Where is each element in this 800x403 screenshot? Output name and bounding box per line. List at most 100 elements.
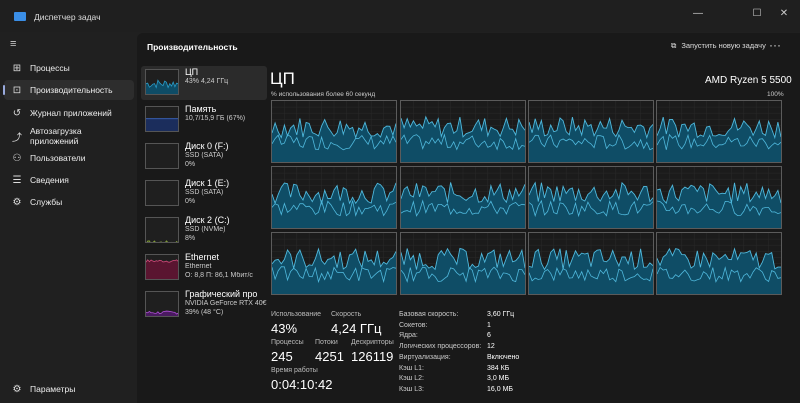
spec-label: Логических процессоров: [399,343,482,351]
users-icon: ⚇ [12,152,22,164]
handles-value: 126119 [351,349,394,364]
usage-label: Использование [271,311,322,318]
sidebar-item-processes[interactable]: ⊞ Процессы [4,58,134,78]
usage-line [528,116,654,140]
spec-value: 16,0 МБ [487,385,513,393]
title-bar: Диспетчер задач — ☐ ✕ [0,0,800,32]
page-title: Производительность [147,42,238,52]
sidebar-item-users[interactable]: ⚇ Пользователи [4,148,134,168]
spec-value: Включено [487,353,520,361]
logical-processor-graph [528,166,654,229]
device-detail: SSD (NVMe) [185,226,226,233]
device-detail-2: О: 8,8 П: 86,1 Мбит/с [185,272,253,279]
new-task-button[interactable]: ⧉ Запустить новую задачу [671,41,766,51]
spec-label: Ядра: [399,332,418,340]
device-item[interactable]: Диск 1 (E:) SSD (SATA) 0% [141,177,267,211]
device-thumbnail-graph [145,217,179,243]
logical-processor-graph [400,166,526,229]
usage-area [529,248,653,294]
kernel-line [656,133,782,150]
services-icon: ⚙ [12,196,22,208]
logical-processor-graph [271,100,397,163]
spec-label: Кэш L2: [399,375,424,383]
usage-line [656,116,782,140]
device-name: ЦП [185,67,199,77]
new-task-icon: ⧉ [671,41,677,50]
usage-value: 43% [271,321,298,336]
device-item[interactable]: Диск 0 (F:) SSD (SATA) 0% [141,140,267,174]
usage-area [272,249,396,294]
processes-value: 245 [271,349,293,364]
device-thumbnail-graph [145,180,179,206]
device-name: Память [185,104,217,114]
device-detail: 10,7/15,9 ГБ (67%) [185,115,246,122]
device-detail: NVIDIA GeForce RTX 40€ [185,300,267,307]
device-name: Диск 0 (F:) [185,141,229,151]
kernel-line [528,133,654,151]
device-detail-2: 8% [185,235,196,242]
minimize-button[interactable]: — [693,8,703,19]
device-detail: SSD (SATA) [185,152,224,159]
usage-line [528,181,654,203]
graph-max-label: 100% [767,91,784,98]
sidebar-item-label: Службы [30,197,63,207]
maximize-button[interactable]: ☐ [752,8,762,19]
sidebar-item-details[interactable]: ☰ Сведения [4,170,134,190]
device-detail-2: 39% (48 °C) [185,309,224,316]
usage-line [400,115,526,139]
spec-value: 1 [487,321,491,329]
logical-processor-graph [271,232,397,295]
usage-line [271,118,397,139]
speed-value: 4,24 ГГц [331,321,382,336]
usage-line [400,247,526,271]
device-detail-2: 0% [185,161,196,168]
more-options-button[interactable]: ··· [769,38,781,52]
spec-label: Базовая скорость: [399,311,459,318]
usage-line [656,182,782,205]
sidebar: ≡ ⊞ Процессы ⊡ Производительность ↺ Журнал пр… [0,32,137,403]
usage-area [272,118,396,162]
device-item[interactable]: Графический про NVIDIA GeForce RTX 40€ 3… [141,288,267,322]
device-item[interactable]: Память 10,7/15,9 ГБ (67%) [141,103,267,137]
device-item[interactable]: Диск 2 (C:) SSD (NVMe) 8% [141,214,267,248]
kernel-line [271,134,397,151]
logical-processor-graph [528,232,654,295]
sidebar-item-label: Сведения [30,175,69,185]
spec-label: Кэш L1: [399,364,424,372]
sidebar-item-services[interactable]: ⚙ Службы [4,192,134,212]
device-thumbnail-graph [145,291,179,317]
usage-area [401,182,525,228]
spec-value: 3,60 ГГц [487,311,515,318]
sidebar-item-startup[interactable]: ⤴ Автозагрузка приложений [4,123,134,149]
speed-label: Скорость [331,311,362,318]
device-detail: 43% 4,24 ГГц [185,78,229,85]
device-thumbnail-graph [145,254,179,280]
hamburger-menu-icon[interactable]: ≡ [10,38,17,50]
main-panel: Производительность ⧉ Запустить новую зад… [137,33,800,403]
sidebar-item-performance[interactable]: ⊡ Производительность [3,80,134,100]
device-name: Графический про [185,289,258,299]
usage-line [528,248,654,271]
history-icon: ↺ [12,107,22,119]
usage-area [657,182,781,228]
sidebar-item-history[interactable]: ↺ Журнал приложений [4,103,134,123]
sidebar-item-label: Производительность [30,85,113,95]
spec-label: Сокетов: [399,321,428,329]
sidebar-item-label: Параметры [30,384,76,394]
sidebar-item-settings[interactable]: ⚙ Параметры [4,379,134,399]
kernel-line [400,266,526,284]
spec-label: Кэш L3: [399,385,424,393]
device-thumbnail-graph [145,69,179,95]
usage-area [529,182,653,228]
logical-processor-graph [656,232,782,295]
device-name: Диск 2 (C:) [185,215,230,225]
spec-value: 384 КБ [487,364,510,372]
processes-icon: ⊞ [12,62,22,74]
usage-area [529,117,653,162]
sidebar-item-label: Автозагрузка приложений [30,126,82,146]
threads-value: 4251 [315,349,344,364]
device-item[interactable]: Ethernet Ethernet О: 8,8 П: 86,1 Мбит/с [141,251,267,285]
close-button[interactable]: ✕ [779,8,789,19]
device-detail-2: 0% [185,198,196,205]
device-item[interactable]: ЦП 43% 4,24 ГГц [141,66,267,100]
